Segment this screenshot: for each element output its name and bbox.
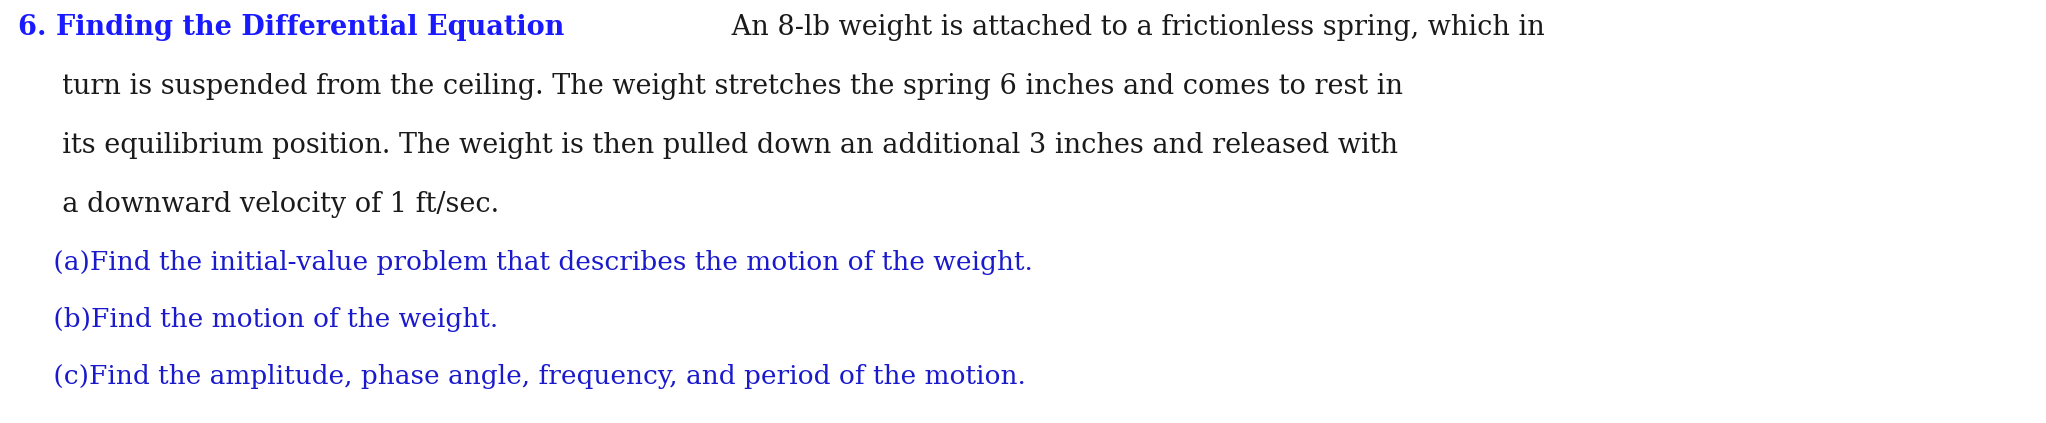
Text: its equilibrium position. The weight is then pulled down an additional 3 inches : its equilibrium position. The weight is …: [45, 132, 1397, 159]
Text: (b)Find the motion of the weight.: (b)Find the motion of the weight.: [45, 307, 499, 332]
Text: An 8-lb weight is attached to a frictionless spring, which in: An 8-lb weight is attached to a friction…: [722, 14, 1545, 41]
Text: (c)Find the amplitude, phase angle, frequency, and period of the motion.: (c)Find the amplitude, phase angle, freq…: [45, 365, 1025, 390]
Text: a downward velocity of 1 ft/sec.: a downward velocity of 1 ft/sec.: [45, 191, 499, 218]
Text: turn is suspended from the ceiling. The weight stretches the spring 6 inches and: turn is suspended from the ceiling. The …: [45, 73, 1404, 100]
Text: 6. Finding the Differential Equation: 6. Finding the Differential Equation: [18, 14, 565, 41]
Text: (a)Find the initial-value problem that describes the motion of the weight.: (a)Find the initial-value problem that d…: [45, 250, 1033, 275]
